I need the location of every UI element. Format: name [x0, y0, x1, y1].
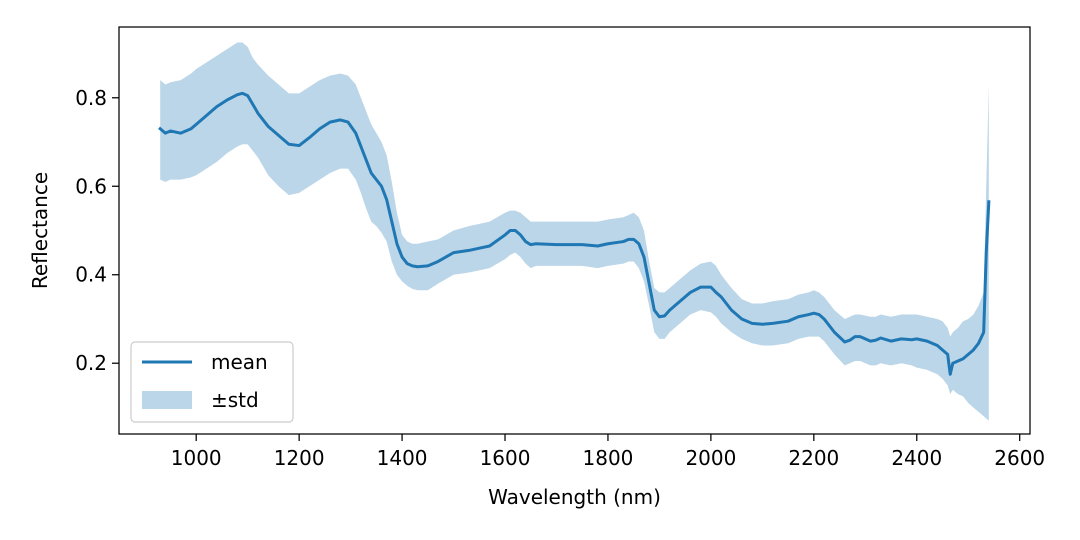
x-tick-label: 1200	[274, 446, 325, 470]
legend-std-swatch	[142, 391, 192, 409]
x-tick-label: 2600	[994, 446, 1045, 470]
mean-line	[158, 91, 991, 376]
y-tick-label: 0.4	[75, 263, 107, 287]
std-band	[160, 42, 989, 421]
x-tick-label: 1800	[583, 446, 634, 470]
x-tick-label: 1400	[377, 446, 428, 470]
y-axis: 0.2 0.4 0.6 0.8	[75, 86, 119, 375]
x-tick-label: 2400	[891, 446, 942, 470]
y-axis-title: Reflectance	[28, 172, 52, 289]
x-tick-label: 2200	[788, 446, 839, 470]
x-tick-label: 1600	[480, 446, 531, 470]
y-tick-label: 0.8	[75, 86, 107, 110]
y-tick-label: 0.2	[75, 351, 107, 375]
x-axis-title: Wavelength (nm)	[488, 485, 661, 509]
plot-area	[158, 42, 991, 421]
y-tick-label: 0.6	[75, 174, 107, 198]
x-tick-label: 2000	[685, 446, 736, 470]
legend: mean ±std	[130, 341, 294, 423]
legend-std-label: ±std	[211, 388, 259, 412]
x-axis: 1000 1200 1400 1600 1800 2000 2200 2400 2600	[171, 434, 1045, 470]
x-tick-label: 1000	[171, 446, 222, 470]
legend-mean-label: mean	[211, 350, 268, 374]
plot-frame	[118, 26, 1031, 435]
